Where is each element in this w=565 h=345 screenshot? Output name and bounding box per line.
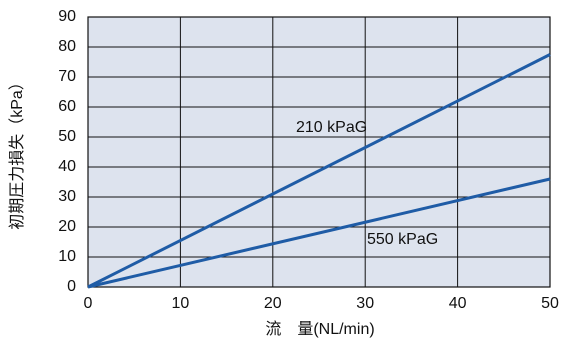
x-axis-label: 流 量(NL/min) [265, 320, 374, 338]
x-tick-label: 40 [449, 295, 467, 312]
y-tick-label: 80 [58, 38, 76, 55]
y-tick-label: 30 [58, 188, 76, 205]
y-tick-label: 0 [67, 278, 76, 295]
series-line [87, 177, 551, 289]
x-tick-label: 10 [172, 295, 190, 312]
series-label: 210 kPaG [296, 119, 367, 136]
y-tick-label: 40 [58, 158, 76, 175]
x-tick-label: 0 [84, 295, 93, 312]
y-axis-label: 初期圧力損失（kPa） [8, 74, 26, 230]
x-tick-label: 50 [541, 295, 559, 312]
y-tick-label: 60 [58, 98, 76, 115]
y-tick-label: 50 [58, 128, 76, 145]
y-tick-label: 20 [58, 218, 76, 235]
plot-area [87, 16, 551, 288]
y-tick-label: 90 [58, 8, 76, 25]
x-tick-label: 30 [356, 295, 374, 312]
y-tick-label: 70 [58, 68, 76, 85]
y-tick-label: 10 [58, 248, 76, 265]
series-label: 550 kPaG [367, 231, 438, 248]
x-tick-label: 20 [264, 295, 282, 312]
series-line [87, 53, 551, 289]
